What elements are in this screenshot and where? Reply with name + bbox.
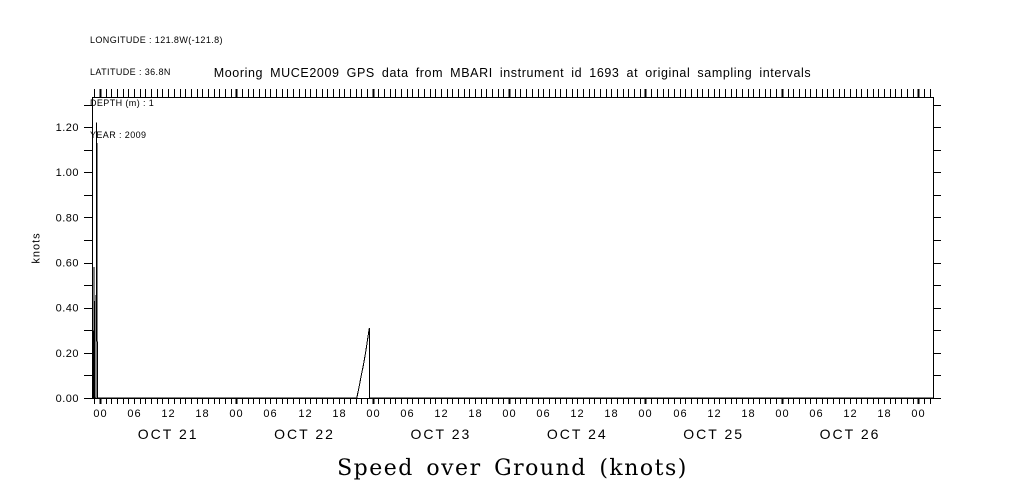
x-tick-label: 00	[366, 408, 380, 420]
x-tick-label: 18	[195, 408, 209, 420]
x-tick-label: 12	[298, 408, 312, 420]
x-tick-label: 06	[400, 408, 414, 420]
x-tick-label: 18	[604, 408, 618, 420]
metadata-depth: DEPTH (m) : 1	[90, 98, 155, 108]
y-tick-label: 1.20	[56, 122, 79, 134]
x-tick-label: 18	[468, 408, 482, 420]
x-tick-label: 06	[263, 408, 277, 420]
x-tick-label: 00	[911, 408, 925, 420]
x-tick-label: 12	[434, 408, 448, 420]
x-tick-label: 00	[638, 408, 652, 420]
x-date-label: OCT 25	[683, 426, 744, 442]
y-tick-label: 1.00	[56, 167, 79, 179]
y-tick-label: 0.00	[56, 393, 79, 405]
y-tick-label: 0.40	[56, 303, 79, 315]
x-tick-label: 12	[570, 408, 584, 420]
x-tick-label: 06	[536, 408, 550, 420]
metadata-longitude: LONGITUDE : 121.8W(-121.8)	[90, 35, 223, 45]
x-tick-label: 18	[741, 408, 755, 420]
x-tick-label: 06	[809, 408, 823, 420]
metadata-year: YEAR : 2009	[90, 129, 147, 140]
x-tick-label: 00	[229, 408, 243, 420]
x-tick-label: 12	[161, 408, 175, 420]
x-tick-label: 18	[877, 408, 891, 420]
x-tick-label: 06	[127, 408, 141, 420]
x-date-label: OCT 21	[138, 426, 199, 442]
x-tick-label: 06	[673, 408, 687, 420]
x-date-label: OCT 22	[274, 426, 335, 442]
x-tick-label: 12	[843, 408, 857, 420]
y-tick-label: 0.20	[56, 348, 79, 360]
x-tick-label: 00	[502, 408, 516, 420]
metadata-latitude: LATITUDE : 36.8N	[90, 66, 171, 77]
chart-title: Mooring MUCE2009 GPS data from MBARI ins…	[213, 66, 812, 80]
series-speed-over-ground	[92, 122, 933, 399]
figure-caption: Speed over Ground (knots)	[337, 456, 688, 481]
x-date-label: OCT 24	[547, 426, 608, 442]
x-date-label: OCT 26	[820, 426, 881, 442]
x-tick-label: 00	[93, 408, 107, 420]
x-tick-label: 00	[775, 408, 789, 420]
metadata-block: LONGITUDE : 121.8W(-121.8) LATITUDE : 36…	[90, 14, 223, 161]
y-tick-label: 0.80	[56, 212, 79, 224]
x-tick-label: 12	[707, 408, 721, 420]
y-tick-label: 0.60	[56, 258, 79, 270]
x-date-label: OCT 23	[411, 426, 472, 442]
plot-border	[92, 97, 934, 399]
x-tick-label: 18	[332, 408, 346, 420]
